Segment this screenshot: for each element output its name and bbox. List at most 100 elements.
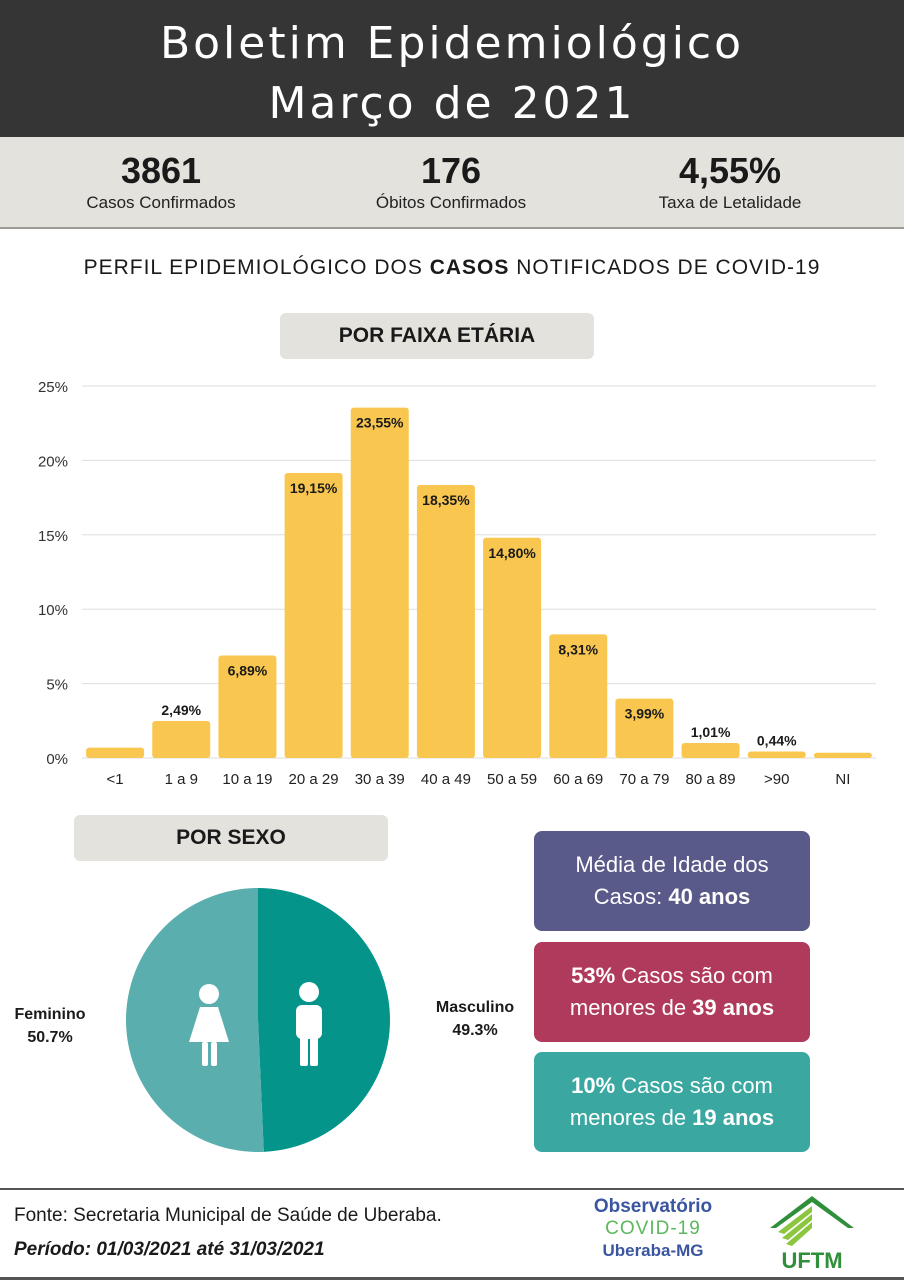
age-bar [549,634,608,758]
info-text: menores de [569,1105,693,1130]
info-box-under-39: 53% Casos são com menores de 39 anos [534,942,810,1042]
sex-pie-chart [126,888,391,1152]
info-line: Casos: 40 anos [534,881,810,913]
bar-data-label: 6,89% [228,662,268,678]
observatorio-logo-line3: Uberaba-MG [602,1241,704,1260]
bulletin-title: Boletim Epidemiológico [159,18,745,69]
bulletin-month: Março de 2021 [268,78,636,129]
observatorio-logo-line1: Observatório [593,1196,713,1217]
age-bar-chart: 0% 5% 10% 15% 20% 25% <1 2,49% 1 a 9 6,89% 10 a 19… [38,379,876,788]
pie-label-name: Feminino [14,1006,86,1023]
y-tick-label: 5% [46,677,68,694]
age-bar [615,698,674,758]
pie-slice-feminino [126,888,264,1152]
bar-data-label: 18,35% [422,492,470,508]
age-bar [747,751,806,758]
x-tick-label: >90 [764,771,789,788]
x-tick-label: 30 a 39 [355,771,405,788]
x-tick-label: 1 a 9 [165,771,198,788]
pie-label-name: Masculino [435,999,515,1016]
section-title-prefix: PERFIL EPIDEMIOLÓGICO DOS [83,256,430,279]
info-highlight: 53% [571,963,616,988]
y-tick-label: 0% [46,751,68,768]
pie-slice-masculino [258,888,391,1152]
x-tick-label: 10 a 19 [222,771,272,788]
logo-stripe [782,1214,812,1240]
info-box-mean-age: Média de Idade dos Casos: 40 anos [534,831,810,931]
info-line: Média de Idade dos [575,852,769,877]
period-note: Período: 01/03/2021 até 31/03/2021 [14,1239,325,1260]
age-bar [350,407,409,758]
info-highlight: 39 anos [692,995,775,1020]
info-box-under-19: 10% Casos são com menores de 19 anos [534,1052,810,1152]
info-text: Casos: [593,884,669,909]
uftm-logo: UFTM [770,1196,854,1272]
bar-data-label: 0,44% [757,732,797,748]
age-bar [284,473,343,758]
info-line: menores de 39 anos [534,992,810,1024]
section-title-bold: CASOS [429,256,510,279]
age-bar [681,742,740,758]
sex-section-pill: POR SEXO [74,815,388,861]
female-icon [189,984,229,1066]
source-note: Fonte: Secretaria Municipal de Saúde de … [14,1205,442,1226]
y-tick-label: 15% [38,528,68,545]
y-tick-label: 20% [38,453,68,470]
section-title-suffix: NOTIFICADOS DE COVID-19 [509,256,821,279]
stat-label: Óbitos Confirmados [375,193,527,212]
x-tick-label: 20 a 29 [289,771,339,788]
footer-divider [0,1188,904,1190]
stat-value: 3861 [120,150,202,191]
info-line: menores de 19 anos [534,1102,810,1134]
x-tick-label: 50 a 59 [487,771,537,788]
observatorio-logo: Observatório COVID-19 Uberaba-MG [578,1196,728,1262]
x-tick-label: 40 a 49 [421,771,471,788]
bar-data-label: 1,01% [691,724,731,740]
pie-label-feminino: Feminino 50.7% [0,1003,100,1049]
x-tick-label: 70 a 79 [619,771,669,788]
age-bar [218,655,277,758]
logo-wordmark: UFTM [781,1248,842,1272]
age-bar [86,747,145,758]
y-tick-label: 25% [38,379,68,396]
section-title: PERFIL EPIDEMIOLÓGICO DOS CASOS NOTIFICA… [0,256,904,280]
age-section-pill: POR FAIXA ETÁRIA [280,313,594,359]
info-text: Casos são com [615,963,773,988]
logo-stripe [786,1222,812,1246]
y-tick-label: 10% [38,602,68,619]
stat-lethality-rate: 4,55% Taxa de Letalidade [600,151,860,215]
info-line: 53% Casos são com [534,960,810,992]
x-tick-label: <1 [107,771,124,788]
x-tick-label: 60 a 69 [553,771,603,788]
bar-data-label: 3,99% [625,706,665,722]
header-banner: Boletim Epidemiológico Março de 2021 [0,0,904,137]
x-tick-label: NI [835,771,850,788]
age-bar [416,484,475,758]
stat-value: 4,55% [678,150,782,191]
bottom-divider [0,1277,904,1280]
age-bar [152,720,211,758]
info-line: 10% Casos são com [534,1070,810,1102]
info-highlight: 19 anos [692,1105,775,1130]
x-tick-label: 80 a 89 [686,771,736,788]
logo-roof [770,1196,854,1228]
observatorio-logo-line2: COVID-19 [605,1218,701,1239]
bar-data-label: 19,15% [290,480,338,496]
bar-data-label: 23,55% [356,415,404,431]
age-bar [813,752,872,758]
info-highlight: 10% [571,1073,616,1098]
bar-data-label: 2,49% [161,702,201,718]
pie-label-value: 50.7% [27,1029,73,1046]
stat-label: Taxa de Letalidade [658,193,802,212]
info-highlight: 40 anos [668,884,751,909]
info-text: Casos são com [615,1073,773,1098]
stat-label: Casos Confirmados [86,193,236,212]
bar-data-label: 8,31% [558,641,598,657]
stat-confirmed-deaths: 176 Óbitos Confirmados [321,151,581,215]
stats-bar: 3861 Casos Confirmados 176 Óbitos Confir… [0,137,904,229]
stat-confirmed-cases: 3861 Casos Confirmados [31,151,291,215]
info-text: menores de [569,995,693,1020]
stat-value: 176 [420,150,482,191]
pie-label-value: 49.3% [452,1022,498,1039]
male-icon [296,982,322,1066]
